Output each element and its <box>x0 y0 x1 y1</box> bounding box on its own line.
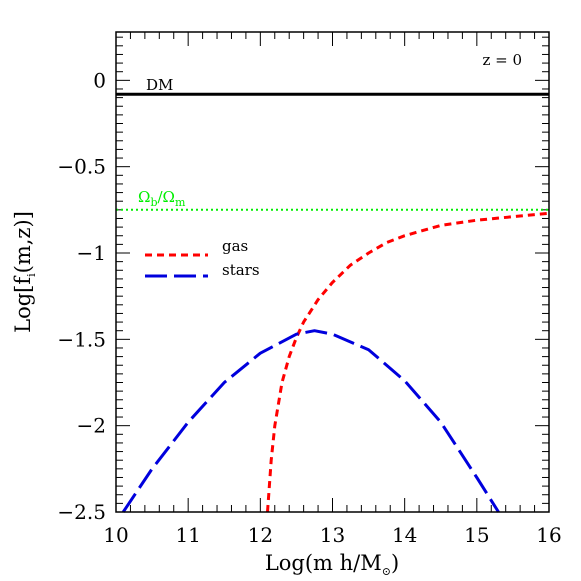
y-tick-label: −2 <box>77 414 106 438</box>
baryon-fraction-label: Ωb/Ωm <box>138 188 186 209</box>
y-tick-label: −1.5 <box>57 327 106 351</box>
tick-marks <box>115 32 550 513</box>
x-tick-label: 10 <box>103 523 128 547</box>
x-tick-labels: 10 11 12 13 14 15 16 <box>103 523 561 547</box>
x-tick-label: 14 <box>392 523 417 547</box>
legend-gas-label: gas <box>222 237 248 255</box>
y-tick-label: −0.5 <box>57 155 106 179</box>
legend: gas stars <box>145 237 260 279</box>
plot-frame <box>115 31 550 513</box>
x-tick-label: 12 <box>248 523 273 547</box>
y-axis-label: Log[fi(m,z)] <box>11 211 38 333</box>
x-tick-label: 11 <box>175 523 200 547</box>
x-tick-label: 13 <box>320 523 345 547</box>
x-tick-label: 16 <box>536 523 561 547</box>
dm-label: DM <box>146 76 173 94</box>
series-stars-line <box>121 329 500 513</box>
x-axis-label: Log(m h/M⊙) <box>265 551 399 578</box>
series-layer <box>116 92 550 513</box>
legend-stars-label: stars <box>222 261 260 279</box>
series-gas-line <box>266 211 550 513</box>
redshift-annotation: z = 0 <box>482 51 522 69</box>
y-tick-labels: 0 −0.5 −1 −1.5 −2 −2.5 <box>57 68 106 524</box>
x-tick-label: 15 <box>464 523 489 547</box>
y-tick-label: −1 <box>77 241 106 265</box>
y-tick-label: 0 <box>93 68 106 92</box>
y-tick-label: −2.5 <box>57 500 106 524</box>
